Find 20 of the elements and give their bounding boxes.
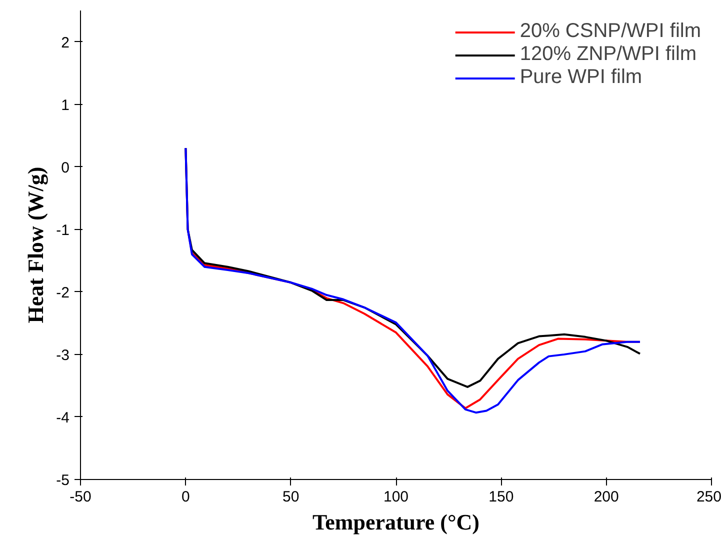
legend-label: 20% CSNP/WPI film (520, 20, 701, 43)
x-tick-label: 150 (488, 488, 514, 506)
x-tick-label: 250 (696, 488, 721, 506)
x-axis-title: Temperature (°C) (312, 510, 480, 534)
y-tick-label: 0 (61, 159, 70, 176)
y-tick-label: -3 (56, 346, 70, 364)
y-axis-title: Heat Flow (W/g) (23, 166, 48, 324)
x-tick-label: 0 (181, 488, 190, 506)
legend-label: Pure WPI film (520, 66, 642, 89)
y-tick-label: 1 (61, 96, 70, 114)
y-tick-label: -5 (56, 472, 70, 489)
y-tick-label: 2 (61, 34, 70, 52)
y-tick-label: -1 (56, 222, 70, 239)
x-tick-label: 50 (282, 488, 300, 506)
x-tick-label: 100 (383, 488, 409, 506)
y-tick-label: -4 (56, 409, 70, 426)
y-tick-label: -2 (56, 284, 70, 302)
x-tick-label: -50 (70, 488, 92, 506)
legend-label: 120% ZNP/WPI film (520, 43, 697, 66)
x-tick-label: 200 (594, 488, 619, 506)
